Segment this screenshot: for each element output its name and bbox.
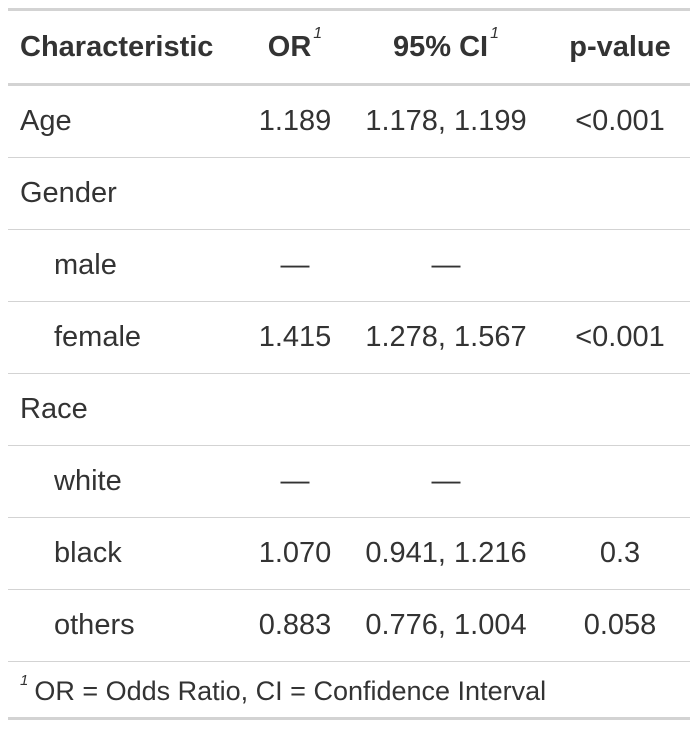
cell-pvalue: <0.001 (550, 301, 690, 374)
table-row: black 1.070 0.941, 1.216 0.3 (8, 517, 690, 590)
cell-pvalue (550, 229, 690, 302)
footnote-text: OR = Odds Ratio, CI = Confidence Interva… (34, 676, 547, 706)
header-or: OR 1 (248, 11, 342, 86)
cell-characteristic: white (8, 445, 248, 518)
cell-characteristic: Age (8, 84, 248, 158)
header-ci: 95% CI 1 (342, 11, 550, 86)
cell-pvalue: 0.058 (550, 589, 690, 662)
cell-pvalue: <0.001 (550, 84, 690, 158)
footnote-marker: 1 (313, 24, 323, 42)
cell-ci: 1.278, 1.567 (342, 301, 550, 374)
cell-characteristic: Gender (8, 157, 248, 230)
table-row: Gender (8, 157, 690, 230)
cell-ci: — (342, 229, 550, 302)
cell-ci (342, 373, 550, 446)
cell-ci: 1.178, 1.199 (342, 84, 550, 158)
cell-or: 0.883 (248, 589, 342, 662)
cell-or: — (248, 229, 342, 302)
table-row: female 1.415 1.278, 1.567 <0.001 (8, 301, 690, 374)
table-row: white — — (8, 445, 690, 518)
cell-or: 1.189 (248, 84, 342, 158)
cell-ci: — (342, 445, 550, 518)
cell-or: 1.415 (248, 301, 342, 374)
table-footnote: 1 OR = Odds Ratio, CI = Confidence Interv… (8, 662, 690, 720)
header-characteristic: Characteristic (8, 11, 248, 86)
cell-pvalue (550, 445, 690, 518)
cell-pvalue (550, 157, 690, 230)
cell-or (248, 157, 342, 230)
table-row: others 0.883 0.776, 1.004 0.058 (8, 589, 690, 662)
regression-table: Characteristic OR 1 95% CI 1 p-value Age 1.… (8, 8, 698, 720)
cell-characteristic: others (8, 589, 248, 662)
cell-ci: 0.941, 1.216 (342, 517, 550, 590)
cell-or: — (248, 445, 342, 518)
cell-characteristic: Race (8, 373, 248, 446)
footnote-marker: 1 (490, 24, 499, 42)
cell-pvalue (550, 373, 690, 446)
cell-ci (342, 157, 550, 230)
footnote-marker: 1 (20, 672, 29, 689)
cell-or: 1.070 (248, 517, 342, 590)
cell-characteristic: female (8, 301, 248, 374)
table-top-border (8, 8, 690, 11)
header-row: Characteristic OR 1 95% CI 1 p-value (8, 11, 690, 86)
odds-ratio-table: Characteristic OR 1 95% CI 1 p-value Age 1.… (8, 11, 690, 662)
cell-or (248, 373, 342, 446)
header-pvalue: p-value (550, 11, 690, 86)
table-row: Age 1.189 1.178, 1.199 <0.001 (8, 84, 690, 158)
cell-characteristic: male (8, 229, 248, 302)
cell-pvalue: 0.3 (550, 517, 690, 590)
cell-ci: 0.776, 1.004 (342, 589, 550, 662)
table-row: Race (8, 373, 690, 446)
cell-characteristic: black (8, 517, 248, 590)
table-row: male — — (8, 229, 690, 302)
